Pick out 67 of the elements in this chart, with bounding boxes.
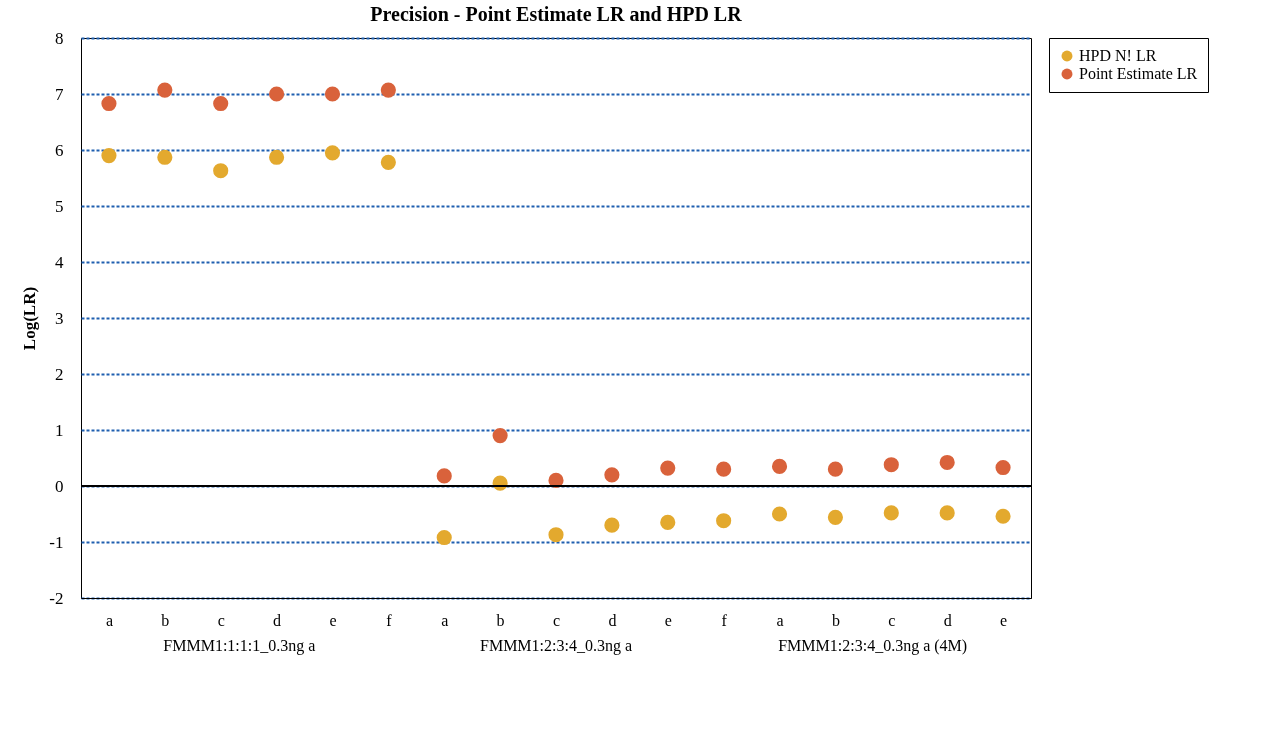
x-tick-label: d — [273, 611, 282, 629]
point — [660, 460, 676, 476]
y-axis-title: Log(LR) — [20, 286, 40, 351]
point — [660, 514, 676, 530]
y-tick-label: 7 — [55, 84, 64, 104]
point — [995, 508, 1011, 524]
y-tick-label: 5 — [55, 196, 64, 216]
y-tick-label: 1 — [55, 420, 64, 440]
point — [771, 506, 788, 522]
point — [604, 467, 620, 483]
point — [827, 509, 843, 525]
x-tick-label: f — [386, 611, 393, 629]
point — [604, 517, 620, 533]
point — [101, 148, 117, 164]
point — [883, 505, 899, 521]
point — [380, 82, 396, 98]
y-tick-label: 8 — [55, 28, 64, 48]
point — [213, 163, 229, 179]
point — [436, 529, 452, 546]
point — [157, 82, 173, 98]
x-tick-label: f — [721, 611, 728, 629]
chart-title: Precision - Point Estimate LR and HPD LR — [370, 3, 743, 25]
point — [101, 95, 117, 112]
point — [324, 145, 341, 161]
point — [213, 95, 229, 112]
x-tick-label: c — [217, 611, 225, 629]
x-tick-label: e — [329, 611, 337, 629]
text: FMMM1:1:1:1_0.3ng a — [163, 637, 316, 655]
legend-label: HPD N! LR — [1079, 47, 1157, 64]
point — [939, 505, 955, 521]
x-tick-label: b — [496, 611, 505, 629]
x-tick-label: b — [161, 611, 170, 629]
y-tick-label: -2 — [49, 588, 64, 608]
x-tick-label: e — [1000, 611, 1008, 629]
y-tick-label: 6 — [55, 140, 64, 160]
x-tick-label: e — [664, 611, 672, 629]
point — [716, 461, 732, 477]
point — [436, 468, 452, 484]
y-tick-label: 4 — [55, 252, 64, 272]
point — [883, 457, 899, 473]
point — [324, 86, 341, 102]
y-tick-label: 0 — [55, 476, 64, 496]
point — [939, 454, 955, 471]
text: FMMM1:2:3:4_0.3ng a (4M) — [778, 637, 968, 655]
point — [995, 459, 1011, 476]
x-tick-label: c — [888, 611, 896, 629]
text: FMMM1:2:3:4_0.3ng a — [479, 637, 633, 655]
x-tick-label: d — [943, 611, 952, 629]
point — [492, 428, 508, 444]
point — [157, 149, 173, 165]
y-tick-label: -1 — [49, 532, 64, 552]
x-tick-label: a — [776, 611, 784, 629]
point — [380, 154, 396, 170]
x-tick-label: b — [831, 611, 840, 629]
point — [269, 149, 285, 165]
point — [548, 527, 564, 543]
x-tick-label: a — [441, 611, 449, 629]
legend-label: Point Estimate LR — [1079, 65, 1198, 82]
x-tick-label: a — [105, 611, 113, 629]
point — [771, 458, 788, 474]
point — [827, 461, 843, 477]
point — [716, 513, 732, 529]
point — [269, 86, 285, 102]
y-tick-label: 3 — [55, 308, 64, 328]
x-tick-label: d — [608, 611, 617, 629]
y-tick-label: 2 — [55, 364, 64, 384]
x-tick-label: c — [552, 611, 561, 629]
